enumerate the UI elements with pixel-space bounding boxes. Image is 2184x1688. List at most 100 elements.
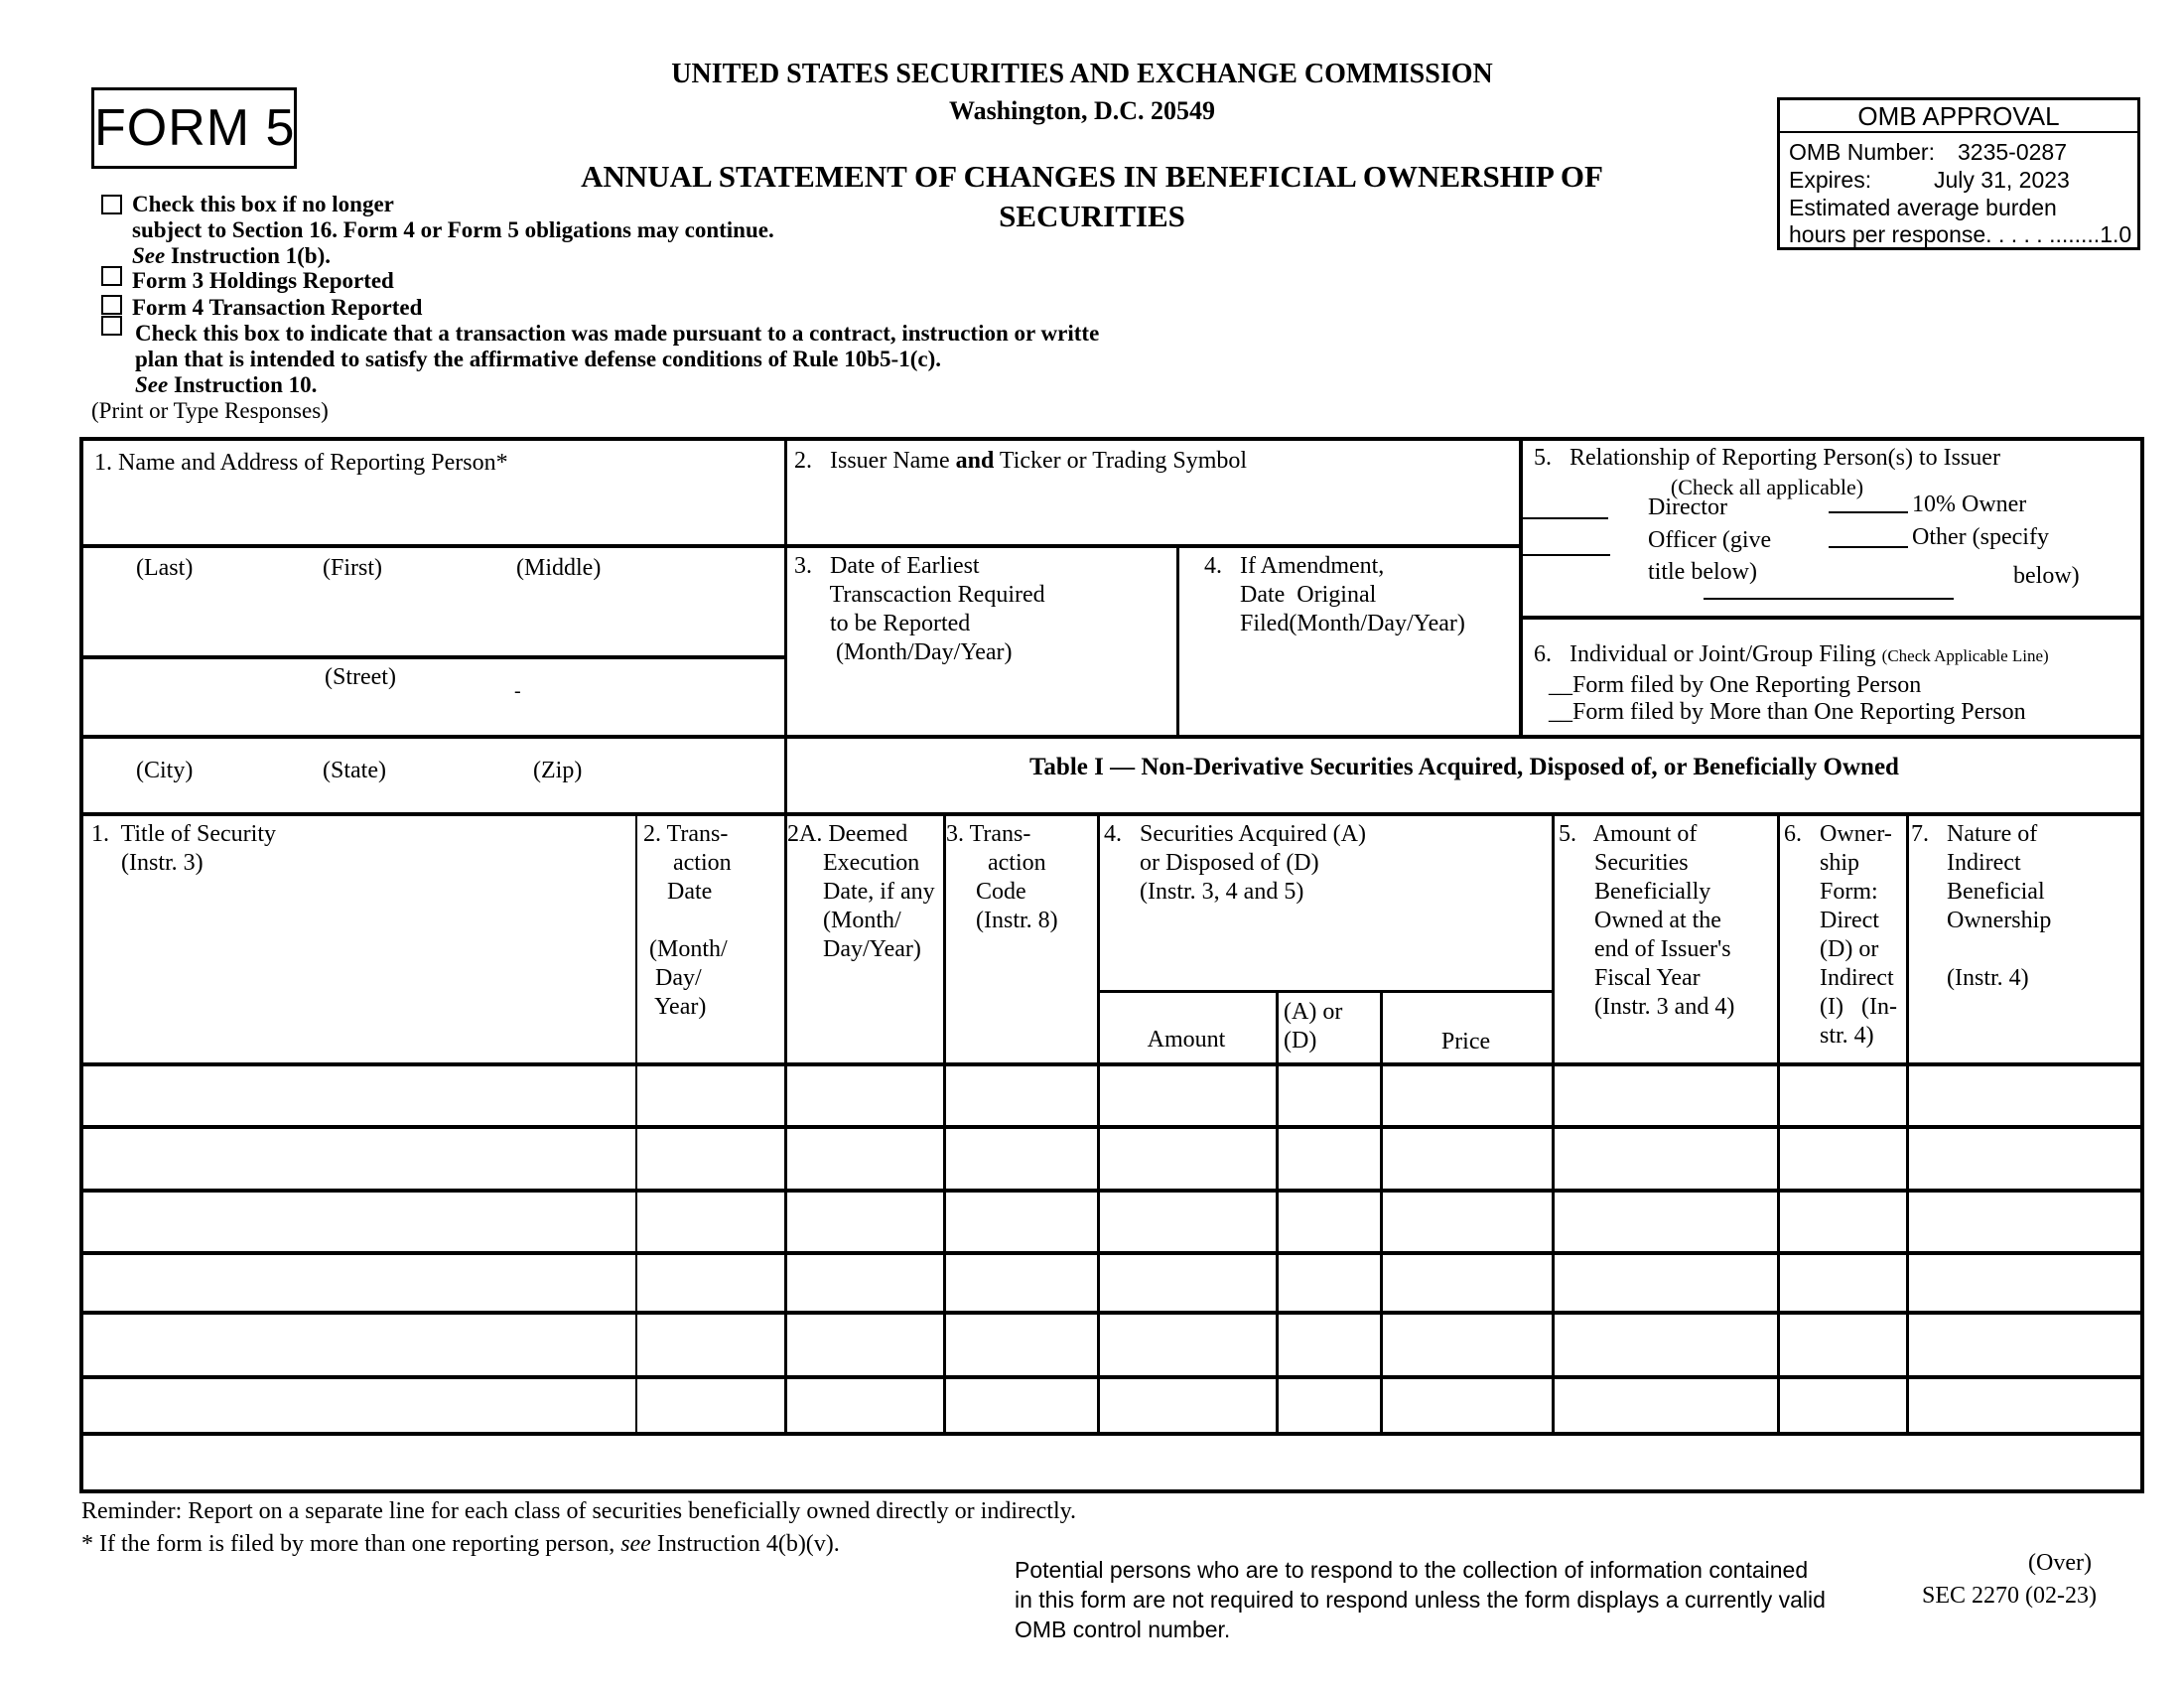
officer-blank-line[interactable] (1523, 554, 1610, 556)
rule (79, 1251, 2144, 1255)
reminder-note: Reminder: Report on a separate line for … (81, 1498, 1077, 1524)
issuer-and-word: and (955, 448, 995, 474)
officer-title-blank-line[interactable] (1704, 598, 1954, 600)
table1-col7-header: 7. Nature of Indirect Beneficial Ownersh… (1911, 821, 2052, 991)
rule (79, 1311, 2144, 1315)
middle-name-label: (Middle) (516, 555, 602, 581)
paperwork-reduction-notice: Potential persons who are to respond to … (1015, 1557, 1826, 1642)
omb-title: OMB APPROVAL (1857, 101, 2060, 131)
footnote-post: Instruction 4(b)(v). (650, 1531, 840, 1557)
zip-label: (Zip) (533, 758, 583, 783)
rule10b5-see-note: See Instruction 10. (135, 372, 317, 398)
form4-transactions-checkbox[interactable] (101, 295, 122, 315)
rule (79, 544, 1522, 548)
rule (79, 1125, 2144, 1129)
see-word: See (135, 372, 169, 397)
omb-expires-value: July 31, 2023 (1934, 167, 2070, 193)
reporting-person-label: 1. Name and Address of Reporting Person* (94, 450, 508, 476)
no-longer-label-line2: subject to Section 16. Form 4 or Form 5 … (132, 217, 774, 242)
rule (784, 437, 787, 1436)
rule (79, 1062, 2144, 1066)
omb-divider-rule (1777, 131, 2140, 133)
filing-one-person-option[interactable]: __Form filed by One Reporting Person (1549, 672, 1922, 698)
rule (79, 735, 2144, 739)
rule (1519, 437, 1523, 739)
form4-transactions-label: Form 4 Transaction Reported (132, 295, 423, 320)
table1-row-6[interactable] (83, 1379, 2140, 1428)
officer-label-line1: Officer (give (1648, 527, 1772, 553)
amendment-date-field[interactable] (1180, 647, 1515, 731)
rule (1176, 544, 1179, 739)
street-label: (Street) (325, 664, 396, 690)
table1-col5-header: 5. Amount of Securities Beneficially Own… (1559, 821, 1735, 1020)
rule10b5-label-line2: plan that is intended to satisfy the aff… (135, 347, 941, 371)
other-label-line2: below) (2013, 563, 2080, 589)
rule (635, 812, 637, 1436)
rule (1380, 990, 1383, 1436)
rule (1519, 616, 2144, 620)
rule (79, 812, 2144, 816)
rule (943, 812, 946, 1436)
rule10b5-label-line1: Check this box to indicate that a transa… (135, 321, 1100, 346)
form-title: FORM 5 (94, 99, 296, 157)
omb-approval-box: OMB APPROVAL (1777, 97, 2140, 250)
over-label: (Over) (2028, 1550, 2092, 1576)
footnote-see-word: see (620, 1531, 651, 1557)
ten-percent-owner-blank-line[interactable] (1829, 511, 1908, 513)
table1-row-7[interactable] (83, 1436, 2140, 1485)
director-label: Director (1648, 494, 1727, 520)
omb-burden-line1: Estimated average burden (1789, 195, 2057, 220)
filing-multiple-persons-option[interactable]: __Form filed by More than One Reporting … (1549, 699, 2026, 725)
rule (1777, 812, 1780, 1436)
table1-col3-header: 3. Trans- action Code (Instr. 8) (946, 821, 1058, 933)
form3-holdings-checkbox[interactable] (101, 266, 122, 286)
table1-col4-aord-header: (A) or (D) (1284, 999, 1343, 1054)
rule (79, 1375, 2144, 1379)
table1-row-1[interactable] (83, 1066, 2140, 1121)
multiple-persons-footnote: * If the form is filed by more than one … (81, 1530, 840, 1559)
other-blank-line[interactable] (1829, 546, 1908, 548)
director-blank-line[interactable] (1523, 517, 1608, 519)
state-label: (State) (323, 758, 386, 783)
relationship-subtitle: (Check all applicable) (1670, 475, 1864, 499)
table1-col2a-header: 2A. Deemed Execution Date, if any (Month… (787, 821, 935, 962)
officer-label-line2: title below) (1648, 559, 1757, 585)
issuer-pre: 2. Issuer Name (794, 448, 956, 474)
filing-type-title: 6. Individual or Joint/Group Filing (Che… (1534, 640, 2049, 670)
see-word: See (132, 243, 166, 268)
amendment-label: 4. If Amendment, Date Original Filed(Mon… (1204, 553, 1465, 636)
table1-col4-header: 4. Securities Acquired (A) or Disposed o… (1104, 821, 1366, 905)
omb-burden-line2: hours per response. . . . . ........1.0 (1789, 221, 2132, 247)
rule10b5-checkbox[interactable] (101, 316, 122, 336)
relationship-title: 5. Relationship of Reporting Person(s) t… (1534, 445, 2000, 471)
table1-row-2[interactable] (83, 1129, 2140, 1185)
table1-col6-header: 6. Owner- ship Form: Direct (D) or Indir… (1784, 821, 1897, 1049)
table1-col1-header: 1. Title of Security (Instr. 3) (91, 821, 277, 876)
no-longer-subject-checkbox[interactable] (101, 195, 122, 214)
rule (1552, 812, 1555, 1436)
form-main-title-line1: ANNUAL STATEMENT OF CHANGES IN BENEFICIA… (581, 159, 1603, 194)
table1-row-3[interactable] (83, 1193, 2140, 1247)
rule (79, 655, 787, 659)
rule (1906, 812, 1909, 1436)
reporting-person-name-field[interactable] (85, 479, 780, 540)
stray-mark: - (514, 680, 521, 702)
first-name-label: (First) (323, 555, 382, 581)
rule (79, 437, 83, 1493)
filing-type-subtitle: (Check Applicable Line) (1881, 646, 2049, 665)
table1-col4-price-header: Price (1440, 1029, 1491, 1055)
rule (1097, 990, 1552, 993)
see-rest: Instruction 1(b). (165, 243, 331, 268)
table1-row-4[interactable] (83, 1255, 2140, 1307)
form3-holdings-label: Form 3 Holdings Reported (132, 268, 394, 293)
table1-col2-header: 2. Trans- action Date (Month/ Day/ Year) (643, 821, 732, 1020)
omb-number-label: OMB Number: (1789, 139, 1935, 165)
table1-col4-amount-header: Amount (1147, 1027, 1226, 1053)
table1-row-5[interactable] (83, 1315, 2140, 1371)
no-longer-label-line1: Check this box if no longer (132, 192, 394, 216)
issuer-name-field[interactable] (788, 483, 1515, 540)
earliest-transaction-date-field[interactable] (788, 677, 1172, 731)
rule (79, 1189, 2144, 1193)
issuer-post: Ticker or Trading Symbol (994, 448, 1248, 474)
